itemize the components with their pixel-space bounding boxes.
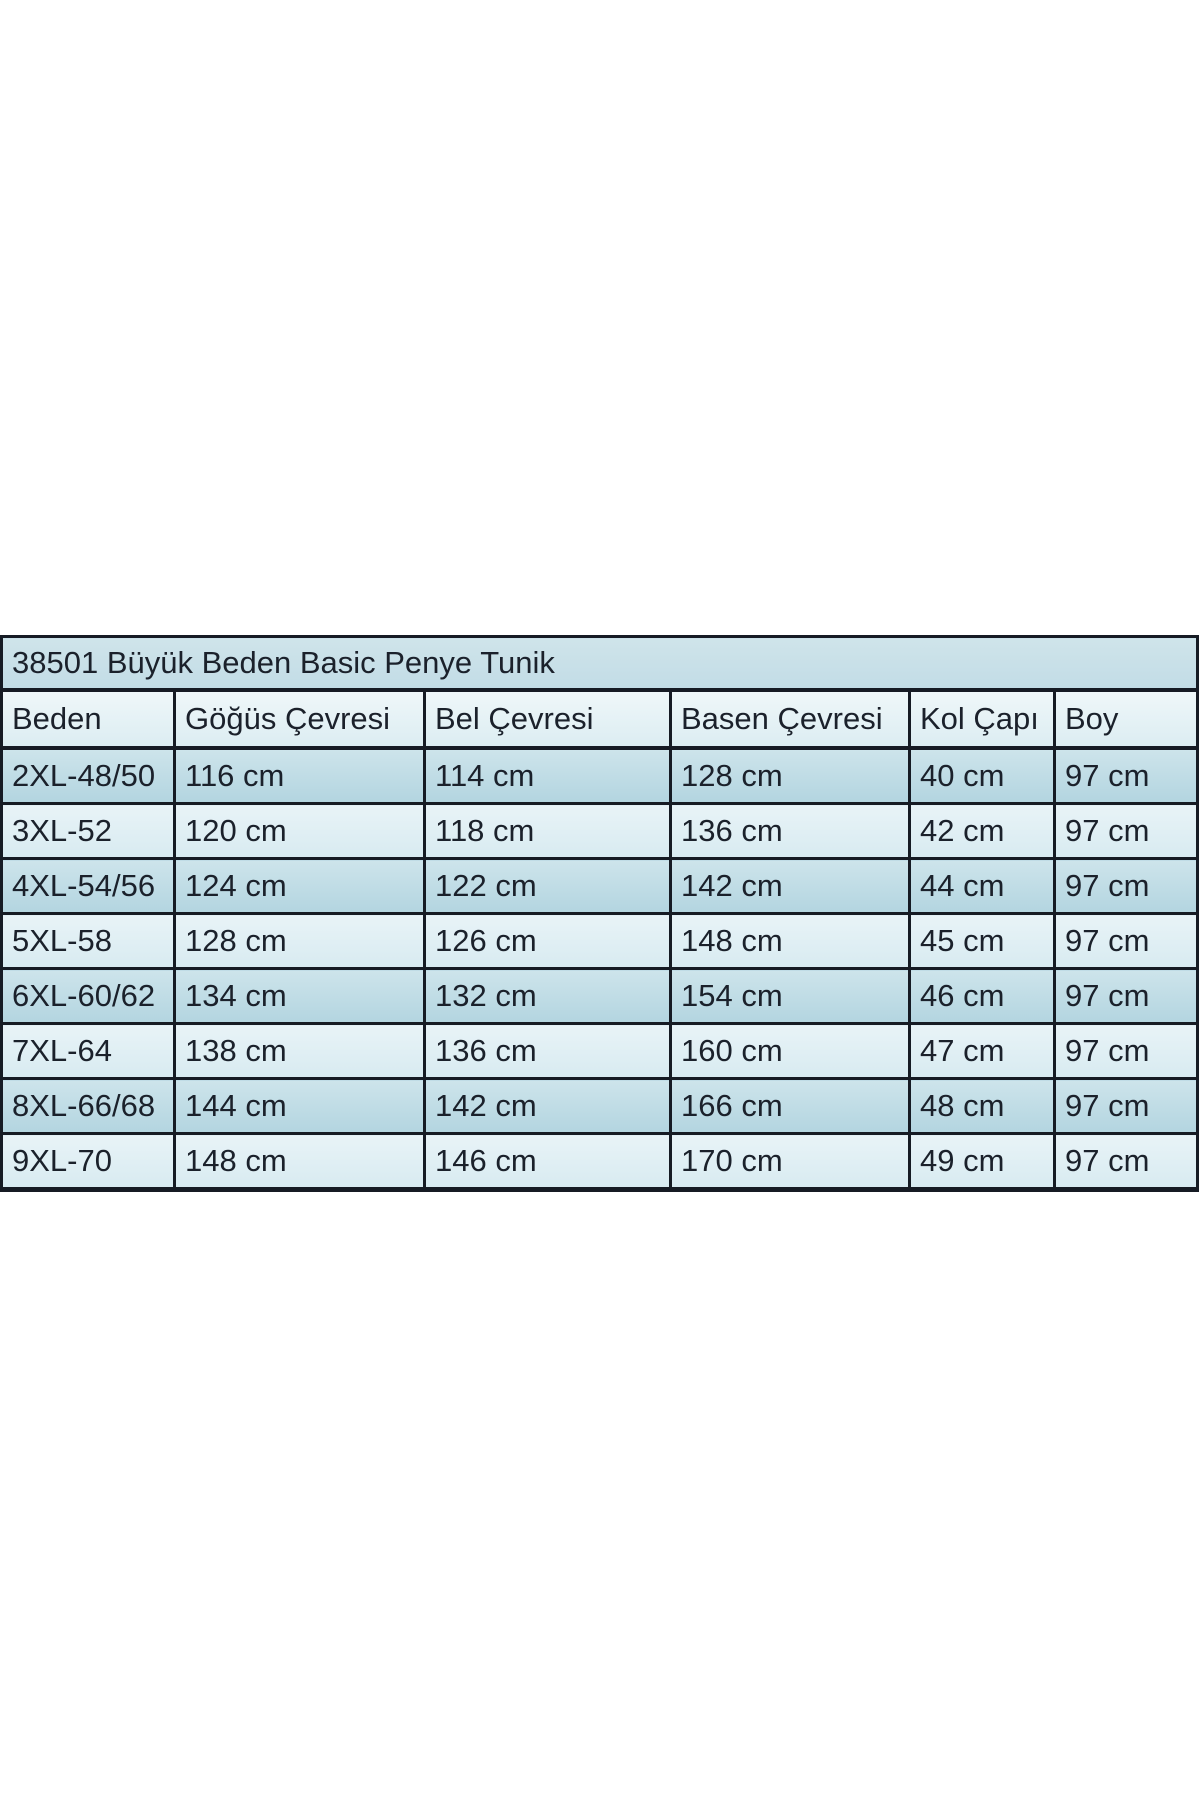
sleeve-cell: 40 cm [908, 746, 1056, 805]
waist-cell: 146 cm [423, 1132, 672, 1191]
size-cell: 4XL-54/56 [0, 857, 176, 915]
waist-cell: 114 cm [423, 746, 672, 805]
chest-cell: 124 cm [173, 857, 426, 915]
length-cell: 97 cm [1052, 746, 1200, 805]
hip-cell: 170 cm [669, 1132, 911, 1191]
sleeve-cell: 49 cm [908, 1132, 1056, 1191]
waist-cell: 136 cm [423, 1022, 672, 1080]
column-header-basen-cevresi: Basen Çevresi [669, 688, 911, 750]
length-cell: 97 cm [1052, 967, 1200, 1025]
size-cell: 3XL-52 [0, 802, 176, 860]
table-row: 2XL-48/50 116 cm 114 cm 128 cm 40 cm 97 … [0, 746, 1200, 805]
table-header-row: Beden Göğüs Çevresi Bel Çevresi Basen Çe… [0, 688, 1200, 750]
size-cell: 6XL-60/62 [0, 967, 176, 1025]
length-cell: 97 cm [1052, 1132, 1200, 1191]
chest-cell: 116 cm [173, 746, 426, 805]
table-row: 6XL-60/62 134 cm 132 cm 154 cm 46 cm 97 … [0, 967, 1200, 1025]
table-title: 38501 Büyük Beden Basic Penye Tunik [0, 635, 1200, 692]
table-title-row: 38501 Büyük Beden Basic Penye Tunik [0, 635, 1200, 692]
column-header-kol-capi: Kol Çapı [908, 688, 1056, 750]
table-row: 7XL-64 138 cm 136 cm 160 cm 47 cm 97 cm [0, 1022, 1200, 1080]
hip-cell: 128 cm [669, 746, 911, 805]
sleeve-cell: 45 cm [908, 912, 1056, 970]
column-header-bel-cevresi: Bel Çevresi [423, 688, 672, 750]
table-row: 3XL-52 120 cm 118 cm 136 cm 42 cm 97 cm [0, 802, 1200, 860]
chest-cell: 134 cm [173, 967, 426, 1025]
chest-cell: 148 cm [173, 1132, 426, 1191]
table-row: 4XL-54/56 124 cm 122 cm 142 cm 44 cm 97 … [0, 857, 1200, 915]
column-header-boy: Boy [1052, 688, 1200, 750]
chest-cell: 144 cm [173, 1077, 426, 1135]
table-row: 9XL-70 148 cm 146 cm 170 cm 49 cm 97 cm [0, 1132, 1200, 1191]
size-cell: 7XL-64 [0, 1022, 176, 1080]
hip-cell: 154 cm [669, 967, 911, 1025]
hip-cell: 136 cm [669, 802, 911, 860]
hip-cell: 142 cm [669, 857, 911, 915]
column-header-beden: Beden [0, 688, 176, 750]
table-row: 5XL-58 128 cm 126 cm 148 cm 45 cm 97 cm [0, 912, 1200, 970]
waist-cell: 126 cm [423, 912, 672, 970]
table-row: 8XL-66/68 144 cm 142 cm 166 cm 48 cm 97 … [0, 1077, 1200, 1135]
size-cell: 2XL-48/50 [0, 746, 176, 805]
hip-cell: 160 cm [669, 1022, 911, 1080]
sleeve-cell: 47 cm [908, 1022, 1056, 1080]
chest-cell: 138 cm [173, 1022, 426, 1080]
length-cell: 97 cm [1052, 802, 1200, 860]
waist-cell: 142 cm [423, 1077, 672, 1135]
length-cell: 97 cm [1052, 1077, 1200, 1135]
hip-cell: 148 cm [669, 912, 911, 970]
chest-cell: 128 cm [173, 912, 426, 970]
size-cell: 5XL-58 [0, 912, 176, 970]
waist-cell: 122 cm [423, 857, 672, 915]
length-cell: 97 cm [1052, 857, 1200, 915]
size-cell: 8XL-66/68 [0, 1077, 176, 1135]
hip-cell: 166 cm [669, 1077, 911, 1135]
length-cell: 97 cm [1052, 912, 1200, 970]
size-cell: 9XL-70 [0, 1132, 176, 1191]
sleeve-cell: 42 cm [908, 802, 1056, 860]
waist-cell: 132 cm [423, 967, 672, 1025]
sleeve-cell: 44 cm [908, 857, 1056, 915]
sleeve-cell: 48 cm [908, 1077, 1056, 1135]
chest-cell: 120 cm [173, 802, 426, 860]
size-chart-table: 38501 Büyük Beden Basic Penye Tunik Bede… [0, 635, 1200, 1192]
column-header-gogus-cevresi: Göğüs Çevresi [173, 688, 426, 750]
waist-cell: 118 cm [423, 802, 672, 860]
sleeve-cell: 46 cm [908, 967, 1056, 1025]
length-cell: 97 cm [1052, 1022, 1200, 1080]
